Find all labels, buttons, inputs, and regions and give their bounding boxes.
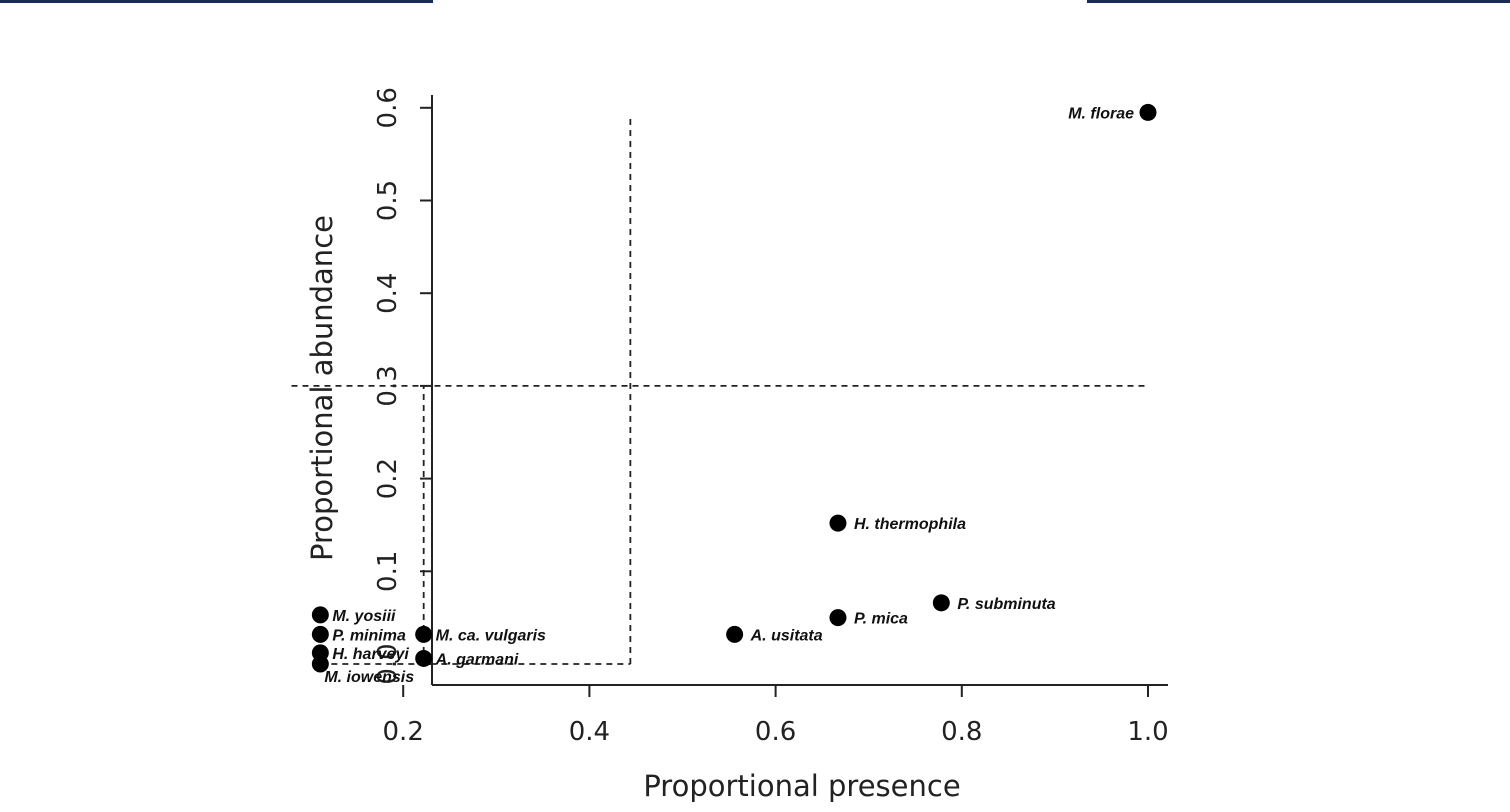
point-label: M. ca. vulgaris [436, 627, 546, 644]
data-point [311, 655, 329, 673]
axes [431, 95, 1168, 686]
x-axis-title: Proportional presence [643, 769, 960, 803]
top-border-right [1087, 0, 1510, 3]
point-label: P. minima [332, 627, 406, 644]
y-tick-label: 0.5 [373, 180, 403, 221]
point-label: M. iowensis [324, 669, 414, 686]
point-label: H. thermophila [854, 516, 966, 533]
data-point [932, 594, 950, 612]
reference-lines [291, 115, 1148, 665]
point-label: H. harveyi [332, 646, 409, 663]
x-tick-label: 0.2 [383, 717, 424, 747]
data-point [415, 649, 433, 667]
x-tick-label: 1.0 [1127, 717, 1168, 747]
data-point [726, 625, 744, 643]
y-tick-label: 0.1 [373, 551, 403, 592]
point-label: P. mica [854, 611, 908, 628]
y-tick-label: 0.3 [373, 365, 403, 406]
y-tick-label: 0.4 [373, 273, 403, 314]
y-tick-label: 0.6 [373, 87, 403, 128]
point-label: A. usitata [750, 627, 823, 644]
y-tick-label: 0.0 [373, 643, 403, 684]
data-point [1139, 103, 1157, 121]
data-point [311, 606, 329, 624]
x-ticks: 0.2 0.4 0.6 0.8 1.0 [383, 685, 1169, 747]
point-label: M. florae [1068, 105, 1134, 122]
top-border-left [0, 0, 433, 3]
y-axis-title: Proportional abundance [305, 215, 339, 561]
data-point [415, 625, 433, 643]
x-tick-label: 0.4 [569, 717, 610, 747]
y-tick-label: 0.2 [373, 458, 403, 499]
point-label: M. yosiii [332, 608, 396, 625]
x-tick-label: 0.6 [755, 717, 796, 747]
y-ticks: 0.0 0.1 0.2 0.3 0.4 0.5 0.6 [373, 87, 432, 685]
point-labels: M. florae H. thermophila P. subminuta P. mi… [324, 105, 1134, 686]
data-point [829, 514, 847, 532]
x-tick-label: 0.8 [941, 717, 982, 747]
point-label: A. garmani [435, 651, 519, 668]
data-point [311, 625, 329, 643]
data-points [311, 103, 1157, 673]
data-point [829, 609, 847, 627]
point-label: P. subminuta [957, 596, 1055, 613]
